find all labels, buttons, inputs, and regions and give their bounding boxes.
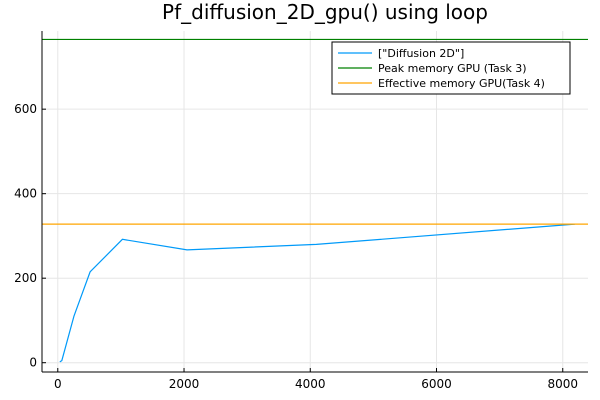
legend-label: Peak memory GPU (Task 3): [378, 62, 527, 75]
x-tick-label: 0: [54, 377, 62, 391]
x-tick-label: 8000: [547, 377, 578, 391]
legend-box: [331, 41, 571, 95]
axis-layer: 0 2000 4000 6000 8000 0 200 400 600: [14, 31, 588, 391]
legend: ["Diffusion 2D"] Peak memory GPU (Task 3)…: [331, 41, 571, 95]
x-tick-label: 4000: [295, 377, 326, 391]
y-tick-label: 600: [14, 102, 37, 116]
legend-label: Effective memory GPU(Task 4): [378, 77, 545, 90]
grid-layer: [42, 31, 588, 372]
x-tick-label: 6000: [421, 377, 452, 391]
x-tick-label: 2000: [169, 377, 200, 391]
chart-title: Pf_diffusion_2D_gpu() using loop: [162, 0, 488, 24]
y-tick-label: 400: [14, 187, 37, 201]
legend-label: ["Diffusion 2D"]: [378, 47, 464, 60]
y-tick-label: 200: [14, 271, 37, 285]
y-tick-label: 0: [29, 356, 37, 370]
series-line-diffusion-2d: [59, 223, 575, 363]
series-layer: [42, 38, 588, 363]
